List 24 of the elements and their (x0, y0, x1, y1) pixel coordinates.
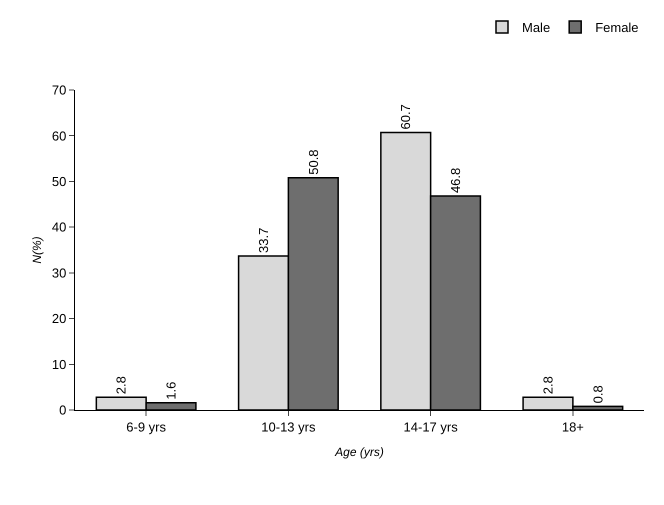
y-tick-label: 0 (59, 402, 66, 418)
y-axis-title: N(%) (30, 236, 44, 264)
y-tick-label: 50 (52, 174, 66, 189)
y-tick-label: 40 (52, 220, 66, 235)
y-tick-label: 30 (52, 265, 66, 280)
x-axis-title: Age (yrs) (334, 445, 384, 459)
y-tick-label: 60 (52, 128, 66, 144)
y-tick-label: 10 (52, 356, 66, 372)
data-label: 2.8 (540, 376, 556, 394)
y-tick-label: 70 (52, 82, 66, 98)
data-label: 60.7 (398, 104, 414, 130)
legend-label: Male (522, 20, 550, 36)
data-label: 2.8 (114, 376, 129, 394)
x-tick-label: 10-13 yrs (261, 420, 316, 435)
x-tick-label: 18+ (562, 420, 584, 435)
data-label: 1.6 (164, 382, 179, 400)
data-label: 46.8 (448, 168, 464, 194)
data-label: 0.8 (590, 385, 606, 404)
data-label: 33.7 (256, 228, 271, 253)
data-label: 50.8 (306, 149, 321, 175)
legend-label: Female (595, 20, 639, 36)
y-tick-label: 20 (52, 311, 66, 326)
x-tick-label: 14-17 yrs (404, 420, 458, 435)
x-tick-label: 6-9 yrs (126, 420, 166, 435)
